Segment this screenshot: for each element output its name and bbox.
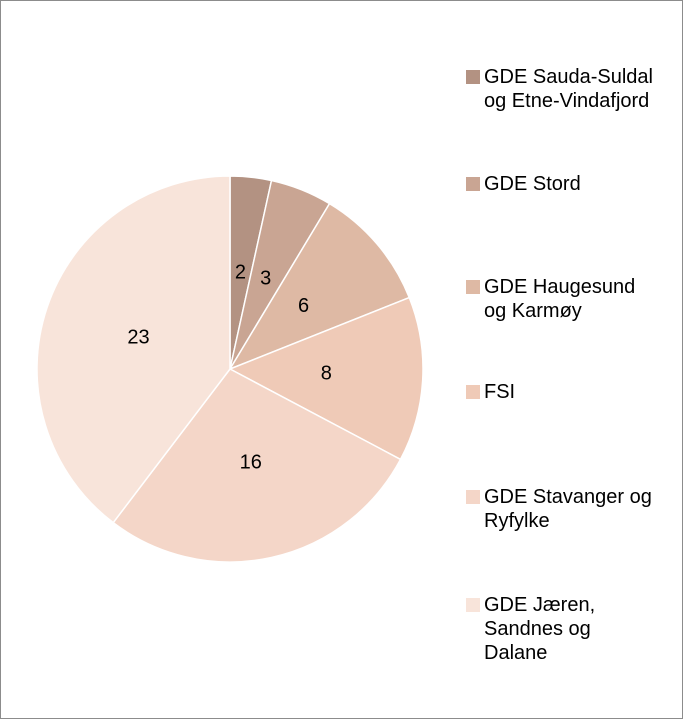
legend-entry: GDE Stavanger og Ryfylke [466, 485, 666, 533]
legend-label: GDE Sauda-Suldal og Etne-Vindafjord [484, 66, 653, 112]
pie-slice [228, 202, 411, 371]
data-label: 23 [127, 326, 149, 348]
legend-label: FSI [484, 381, 516, 403]
legend-label: GDE Stord [484, 173, 581, 195]
legend-entry: GDE Sauda-Suldal og Etne-Vindafjord [466, 65, 666, 113]
legend-label: GDE Stavanger og Ryfylke [484, 486, 652, 532]
legend-entry: GDE Haugesund og Karmøy [466, 275, 666, 323]
data-label: 3 [260, 268, 271, 290]
pie-slice [112, 368, 402, 563]
data-label: 6 [298, 295, 309, 317]
pie-slice [228, 296, 424, 461]
legend-entry: FSI [466, 380, 666, 404]
legend-swatch [466, 598, 480, 612]
legend-label: GDE Haugesund og Karmøy [484, 276, 636, 322]
legend-swatch [466, 177, 480, 191]
legend-label: GDE Jæren, Sandnes og Dalane [484, 594, 596, 664]
data-label: 16 [240, 452, 262, 474]
legend-swatch [466, 280, 480, 294]
legend-swatch [466, 490, 480, 504]
legend-swatch [466, 385, 480, 399]
data-label: 8 [321, 363, 332, 385]
data-label: 2 [235, 261, 246, 283]
legend-entry: GDE Jæren, Sandnes og Dalane [466, 593, 666, 665]
legend-swatch [466, 70, 480, 84]
pie-slice [36, 175, 231, 524]
legend-entry: GDE Stord [466, 172, 666, 196]
